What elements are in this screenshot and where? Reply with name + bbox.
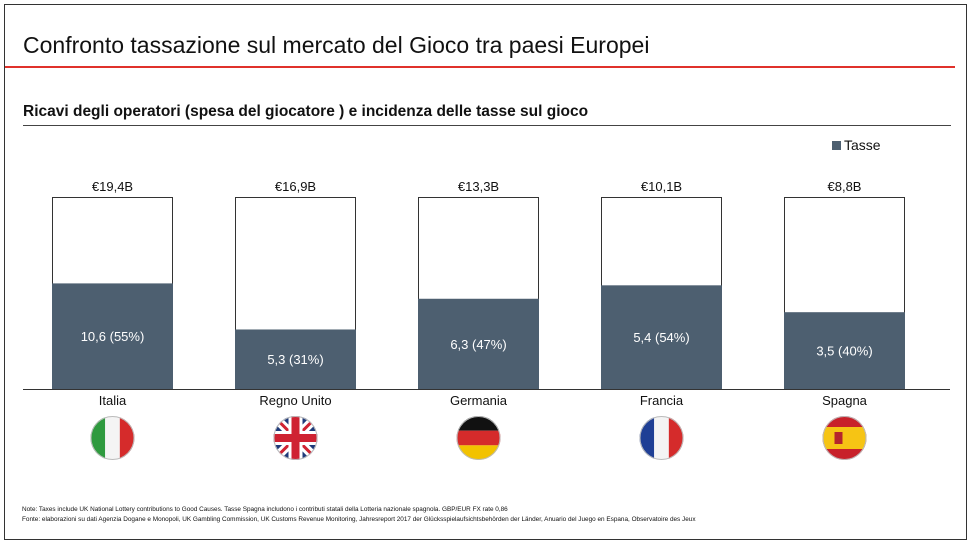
chart-subtitle: Ricavi degli operatori (spesa del giocat… <box>23 103 589 120</box>
slide-frame <box>4 4 967 540</box>
legend-swatch-tasse <box>832 140 841 150</box>
uk-flag-rim <box>273 416 318 460</box>
spain-flag-rim <box>822 416 867 460</box>
france-flag-rim <box>639 416 684 460</box>
spain-flag-icon <box>822 416 867 460</box>
category-label-spagna: Spagna <box>822 393 868 408</box>
title-divider <box>5 66 955 68</box>
category-label-germania: Germania <box>450 393 508 408</box>
italy-flag-rim <box>90 416 135 460</box>
bar-tax-spagna <box>784 312 905 389</box>
footnotes: Note: Taxes include UK National Lottery … <box>22 505 696 525</box>
total-label-germania: €13,3B <box>458 179 499 194</box>
category-label-italia: Italia <box>99 393 127 408</box>
footnote-source: Fonte: elaborazioni su dati Agenzia Doga… <box>22 516 696 523</box>
germany-flag-rim <box>456 416 501 460</box>
tax-label-francia: 5,4 (54%) <box>633 330 689 345</box>
bar-tax-regno-unito <box>235 329 356 389</box>
bar-tax-francia <box>601 285 722 389</box>
tax-label-italia: 10,6 (55%) <box>81 329 145 344</box>
total-label-italia: €19,4B <box>92 179 133 194</box>
page-title: Confronto tassazione sul mercato del Gio… <box>23 32 650 58</box>
category-label-francia: Francia <box>640 393 684 408</box>
bar-tax-germania <box>418 298 539 389</box>
total-label-francia: €10,1B <box>641 179 682 194</box>
total-label-spagna: €8,8B <box>828 179 862 194</box>
subtitle-divider <box>23 125 951 126</box>
legend-label-tasse: Tasse <box>844 137 881 153</box>
total-label-regno-unito: €16,9B <box>275 179 316 194</box>
category-label-regno-unito: Regno Unito <box>259 393 331 408</box>
tax-label-germania: 6,3 (47%) <box>450 337 506 352</box>
footnote-note: Note: Taxes include UK National Lottery … <box>22 506 508 513</box>
bar-tax-italia <box>52 283 173 389</box>
tax-label-spagna: 3,5 (40%) <box>816 344 872 359</box>
chart-legend: Tasse <box>832 137 881 153</box>
tax-label-regno-unito: 5,3 (31%) <box>267 352 323 367</box>
uk-flag-icon <box>273 416 318 460</box>
